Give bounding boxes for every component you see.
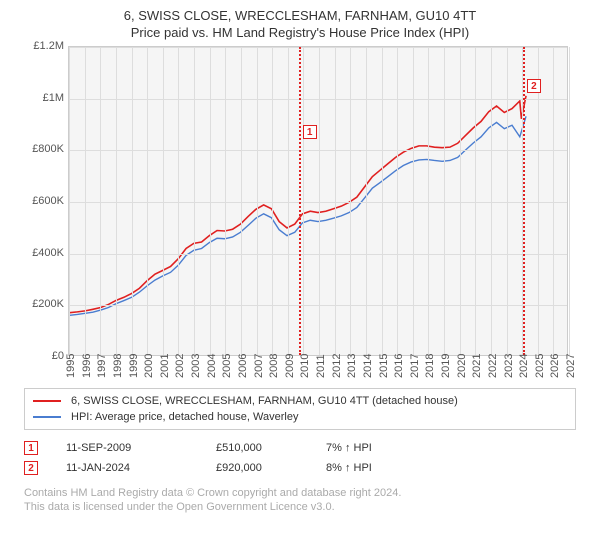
gridline-v <box>538 47 539 355</box>
line-series-svg <box>69 47 567 355</box>
tx-index-box: 2 <box>24 461 38 475</box>
gridline-v <box>428 47 429 355</box>
gridline-h <box>69 99 567 100</box>
gridline-v <box>116 47 117 355</box>
gridline-v <box>397 47 398 355</box>
gridline-v <box>491 47 492 355</box>
gridline-v <box>382 47 383 355</box>
gridline-v <box>147 47 148 355</box>
ytick-label: £1M <box>20 92 64 104</box>
gridline-v <box>85 47 86 355</box>
tx-index-box: 1 <box>24 441 38 455</box>
gridline-v <box>475 47 476 355</box>
gridline-v <box>132 47 133 355</box>
gridline-v <box>460 47 461 355</box>
gridline-h <box>69 150 567 151</box>
gridline-v <box>553 47 554 355</box>
legend-swatch-0 <box>33 400 61 402</box>
gridline-h <box>69 202 567 203</box>
marker-index-box: 1 <box>303 125 317 139</box>
legend-item-0: 6, SWISS CLOSE, WRECCLESHAM, FARNHAM, GU… <box>33 393 567 409</box>
gridline-h <box>69 47 567 48</box>
plot-area: 12 <box>68 46 568 356</box>
tx-date: 11-SEP-2009 <box>66 442 216 454</box>
gridline-v <box>100 47 101 355</box>
tx-price: £920,000 <box>216 462 326 474</box>
table-row: 2 11-JAN-2024 £920,000 8% ↑ HPI <box>24 458 576 478</box>
marker-line <box>523 47 525 355</box>
gridline-v <box>257 47 258 355</box>
ytick-label: £800K <box>20 143 64 155</box>
attribution-line-1: Contains HM Land Registry data © Crown c… <box>24 486 576 500</box>
gridline-h <box>69 305 567 306</box>
transactions-table: 1 11-SEP-2009 £510,000 7% ↑ HPI 2 11-JAN… <box>24 438 576 478</box>
ytick-label: £200K <box>20 298 64 310</box>
ytick-label: £600K <box>20 195 64 207</box>
marker-line <box>299 47 301 355</box>
legend: 6, SWISS CLOSE, WRECCLESHAM, FARNHAM, GU… <box>24 388 576 430</box>
gridline-v <box>366 47 367 355</box>
gridline-v <box>319 47 320 355</box>
gridline-v <box>272 47 273 355</box>
gridline-v <box>163 47 164 355</box>
chart-container: 6, SWISS CLOSE, WRECCLESHAM, FARNHAM, GU… <box>0 0 600 560</box>
table-row: 1 11-SEP-2009 £510,000 7% ↑ HPI <box>24 438 576 458</box>
plot-container: 12 £0£200K£400K£600K£800K£1M£1.2M1995199… <box>20 46 580 386</box>
legend-swatch-1 <box>33 416 61 418</box>
gridline-v <box>225 47 226 355</box>
gridline-v <box>335 47 336 355</box>
chart-subtitle: Price paid vs. HM Land Registry's House … <box>131 25 469 40</box>
tx-date: 11-JAN-2024 <box>66 462 216 474</box>
ytick-label: £1.2M <box>20 40 64 52</box>
legend-label-0: 6, SWISS CLOSE, WRECCLESHAM, FARNHAM, GU… <box>71 395 458 407</box>
gridline-v <box>350 47 351 355</box>
legend-label-1: HPI: Average price, detached house, Wave… <box>71 411 298 423</box>
gridline-v <box>178 47 179 355</box>
gridline-v <box>569 47 570 355</box>
attribution: Contains HM Land Registry data © Crown c… <box>24 486 576 515</box>
tx-delta: 7% ↑ HPI <box>326 442 416 454</box>
ytick-label: £0 <box>20 350 64 362</box>
ytick-label: £400K <box>20 247 64 259</box>
gridline-v <box>241 47 242 355</box>
attribution-line-2: This data is licensed under the Open Gov… <box>24 500 576 514</box>
marker-index-box: 2 <box>527 79 541 93</box>
gridline-v <box>444 47 445 355</box>
legend-item-1: HPI: Average price, detached house, Wave… <box>33 409 567 425</box>
tx-delta: 8% ↑ HPI <box>326 462 416 474</box>
gridline-v <box>413 47 414 355</box>
gridline-v <box>507 47 508 355</box>
gridline-v <box>69 47 70 355</box>
gridline-v <box>303 47 304 355</box>
gridline-v <box>210 47 211 355</box>
gridline-v <box>194 47 195 355</box>
tx-price: £510,000 <box>216 442 326 454</box>
xtick-label: 2027 <box>565 354 591 378</box>
chart-title: 6, SWISS CLOSE, WRECCLESHAM, FARNHAM, GU… <box>124 8 477 23</box>
gridline-h <box>69 254 567 255</box>
gridline-v <box>288 47 289 355</box>
